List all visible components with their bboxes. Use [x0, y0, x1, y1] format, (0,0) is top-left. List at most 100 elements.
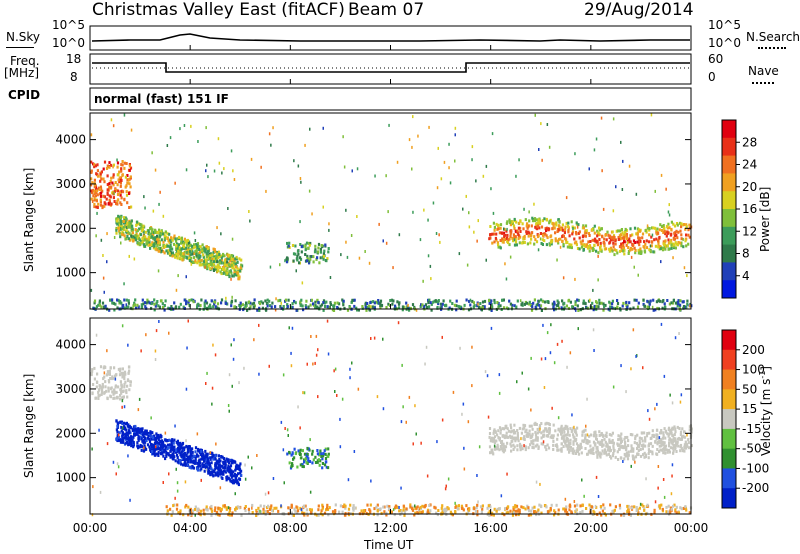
data-cell	[620, 513, 623, 517]
data-cell	[343, 306, 346, 310]
data-cell	[493, 298, 496, 302]
data-cell	[225, 506, 228, 510]
data-cell	[145, 301, 148, 305]
data-cell	[533, 510, 536, 514]
data-cell	[648, 248, 651, 252]
data-cell	[672, 222, 675, 226]
data-cell	[132, 239, 135, 243]
data-cell	[192, 454, 195, 458]
data-cell	[503, 235, 506, 238]
data-cell	[213, 302, 216, 306]
data-cell	[116, 202, 119, 206]
noise-cell	[427, 254, 430, 258]
data-cell	[175, 252, 178, 256]
data-cell	[537, 218, 540, 222]
data-cell	[439, 302, 443, 306]
data-cell	[493, 507, 496, 511]
data-cell	[489, 439, 492, 443]
data-cell	[125, 162, 128, 165]
data-cell	[134, 426, 137, 430]
data-cell	[273, 506, 276, 510]
data-cell	[644, 453, 648, 457]
data-cell	[210, 471, 213, 475]
data-cell	[672, 504, 675, 508]
data-cell	[434, 506, 437, 510]
data-cell	[201, 262, 204, 266]
data-cell	[197, 454, 200, 458]
data-cell	[552, 305, 555, 309]
data-cell	[125, 441, 128, 445]
data-cell	[566, 245, 569, 249]
data-cell	[402, 508, 405, 512]
data-cell	[216, 263, 219, 267]
data-cell	[268, 507, 271, 511]
data-cell	[597, 451, 600, 455]
data-cell	[665, 510, 668, 514]
noise-cell	[283, 481, 285, 485]
data-cell	[575, 442, 579, 446]
data-cell	[652, 298, 655, 302]
data-cell	[212, 247, 215, 251]
data-cell	[287, 298, 290, 302]
data-cell	[127, 371, 130, 375]
noise-cell	[400, 420, 403, 424]
data-cell	[619, 233, 623, 237]
noise-cell	[509, 255, 512, 259]
data-cell	[668, 441, 671, 445]
data-cell	[523, 426, 526, 430]
data-cell	[166, 251, 170, 255]
noise-cell	[477, 302, 479, 306]
data-cell	[511, 429, 514, 433]
freq-label-line1: Freq.	[10, 54, 40, 68]
noise-cell	[154, 168, 157, 172]
data-cell	[185, 503, 188, 507]
noise-cell	[200, 478, 202, 482]
data-cell	[168, 438, 171, 442]
data-cell	[116, 423, 120, 426]
data-cell	[346, 308, 350, 312]
data-cell	[525, 230, 528, 234]
data-cell	[128, 164, 131, 168]
data-cell	[525, 301, 528, 305]
data-cell	[531, 216, 534, 220]
data-cell	[491, 305, 494, 309]
noise-cell	[589, 298, 591, 302]
data-cell	[230, 258, 234, 261]
noise-cell	[573, 425, 575, 429]
data-cell	[566, 427, 569, 431]
data-cell	[131, 224, 134, 228]
data-cell	[623, 437, 626, 441]
data-cell	[317, 250, 320, 254]
data-cell	[674, 447, 677, 451]
data-cell	[533, 505, 536, 509]
data-cell	[516, 231, 519, 235]
data-cell	[179, 452, 182, 456]
data-cell	[172, 504, 175, 508]
data-cell	[137, 445, 140, 449]
data-cell	[566, 425, 569, 429]
noise-cell	[91, 200, 94, 203]
data-cell	[327, 513, 330, 517]
data-cell	[127, 305, 130, 309]
data-cell	[154, 439, 158, 443]
data-cell	[147, 238, 151, 242]
data-cell	[495, 446, 498, 450]
data-cell	[539, 220, 542, 223]
data-cell	[307, 305, 310, 309]
data-cell	[199, 453, 203, 457]
data-cell	[677, 511, 680, 515]
data-cell	[637, 251, 640, 255]
noise-cell	[370, 305, 372, 309]
data-cell	[612, 447, 615, 451]
noise-cell	[642, 366, 644, 370]
data-cell	[593, 304, 596, 308]
data-cell	[567, 439, 570, 443]
data-cell	[549, 507, 552, 510]
data-cell	[243, 507, 246, 510]
data-cell	[212, 457, 215, 461]
data-cell	[98, 299, 101, 303]
data-cell	[288, 451, 291, 455]
data-cell	[148, 240, 151, 244]
data-cell	[616, 229, 620, 233]
data-cell	[312, 458, 315, 462]
